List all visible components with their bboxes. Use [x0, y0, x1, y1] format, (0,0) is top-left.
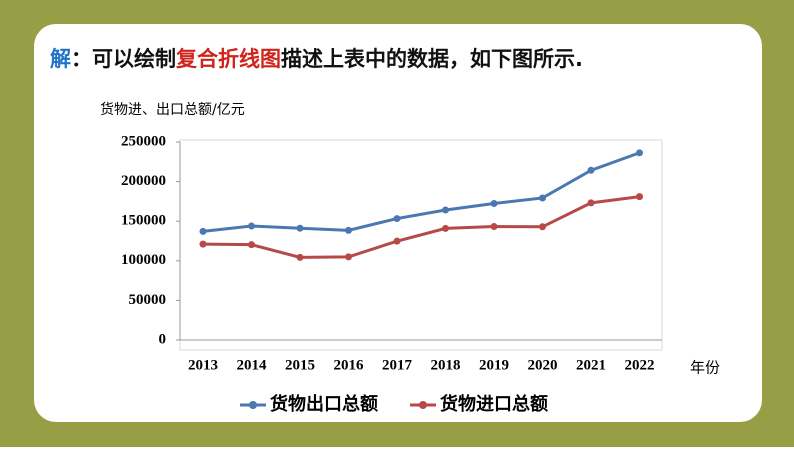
title-part: 解: [50, 47, 71, 71]
data-point: [345, 226, 352, 234]
x-tick-label: 2018: [431, 357, 461, 373]
data-point: [490, 199, 498, 207]
data-point: [296, 253, 304, 261]
data-point: [248, 241, 255, 249]
data-point: [296, 224, 304, 232]
data-point: [199, 227, 207, 235]
data-point: [587, 199, 595, 207]
x-tick-label: 2017: [382, 357, 413, 373]
x-tick-label: 2014: [237, 357, 268, 373]
data-point: [393, 237, 401, 245]
title-part: 描述上表中的数据，如下图所示.: [281, 47, 583, 71]
content-panel: [34, 24, 762, 422]
x-tick-label: 2021: [576, 357, 606, 373]
y-tick-label: 50000: [129, 292, 167, 308]
x-tick-label: 2022: [625, 357, 655, 373]
x-tick-label: 2019: [479, 357, 509, 373]
x-tick-label: 2015: [285, 357, 315, 373]
data-point: [442, 206, 449, 214]
data-point: [345, 253, 352, 261]
legend-label: 货物进口总额: [440, 393, 548, 415]
x-tick-label: 2013: [188, 357, 218, 373]
data-point: [199, 240, 207, 248]
data-point: [442, 224, 449, 232]
legend-marker: [249, 401, 257, 409]
data-point: [587, 166, 595, 174]
data-point: [248, 222, 255, 230]
y-tick-label: 100000: [121, 252, 166, 268]
data-point: [636, 149, 643, 157]
legend-marker: [419, 401, 427, 409]
slide-title: 解：可以绘制复合折线图描述上表中的数据，如下图所示.: [50, 47, 583, 71]
y-tick-label: 200000: [121, 173, 166, 189]
x-tick-label: 2020: [528, 357, 558, 373]
title-part: ：可以绘制: [71, 47, 176, 71]
y-axis-label: 货物进、出口总额/亿元: [100, 101, 245, 118]
y-tick-label: 0: [159, 331, 167, 347]
x-axis-label: 年份: [690, 359, 720, 377]
data-point: [636, 193, 643, 201]
data-point: [393, 215, 401, 223]
y-tick-label: 250000: [121, 133, 166, 149]
data-point: [490, 223, 498, 231]
data-point: [539, 194, 546, 202]
y-tick-label: 150000: [121, 213, 166, 229]
title-part: 复合折线图: [175, 47, 281, 71]
x-tick-label: 2016: [334, 357, 365, 373]
data-point: [539, 223, 546, 231]
series-line: [202, 151, 641, 233]
legend-label: 货物出口总额: [270, 393, 378, 415]
series-line: [202, 195, 640, 259]
